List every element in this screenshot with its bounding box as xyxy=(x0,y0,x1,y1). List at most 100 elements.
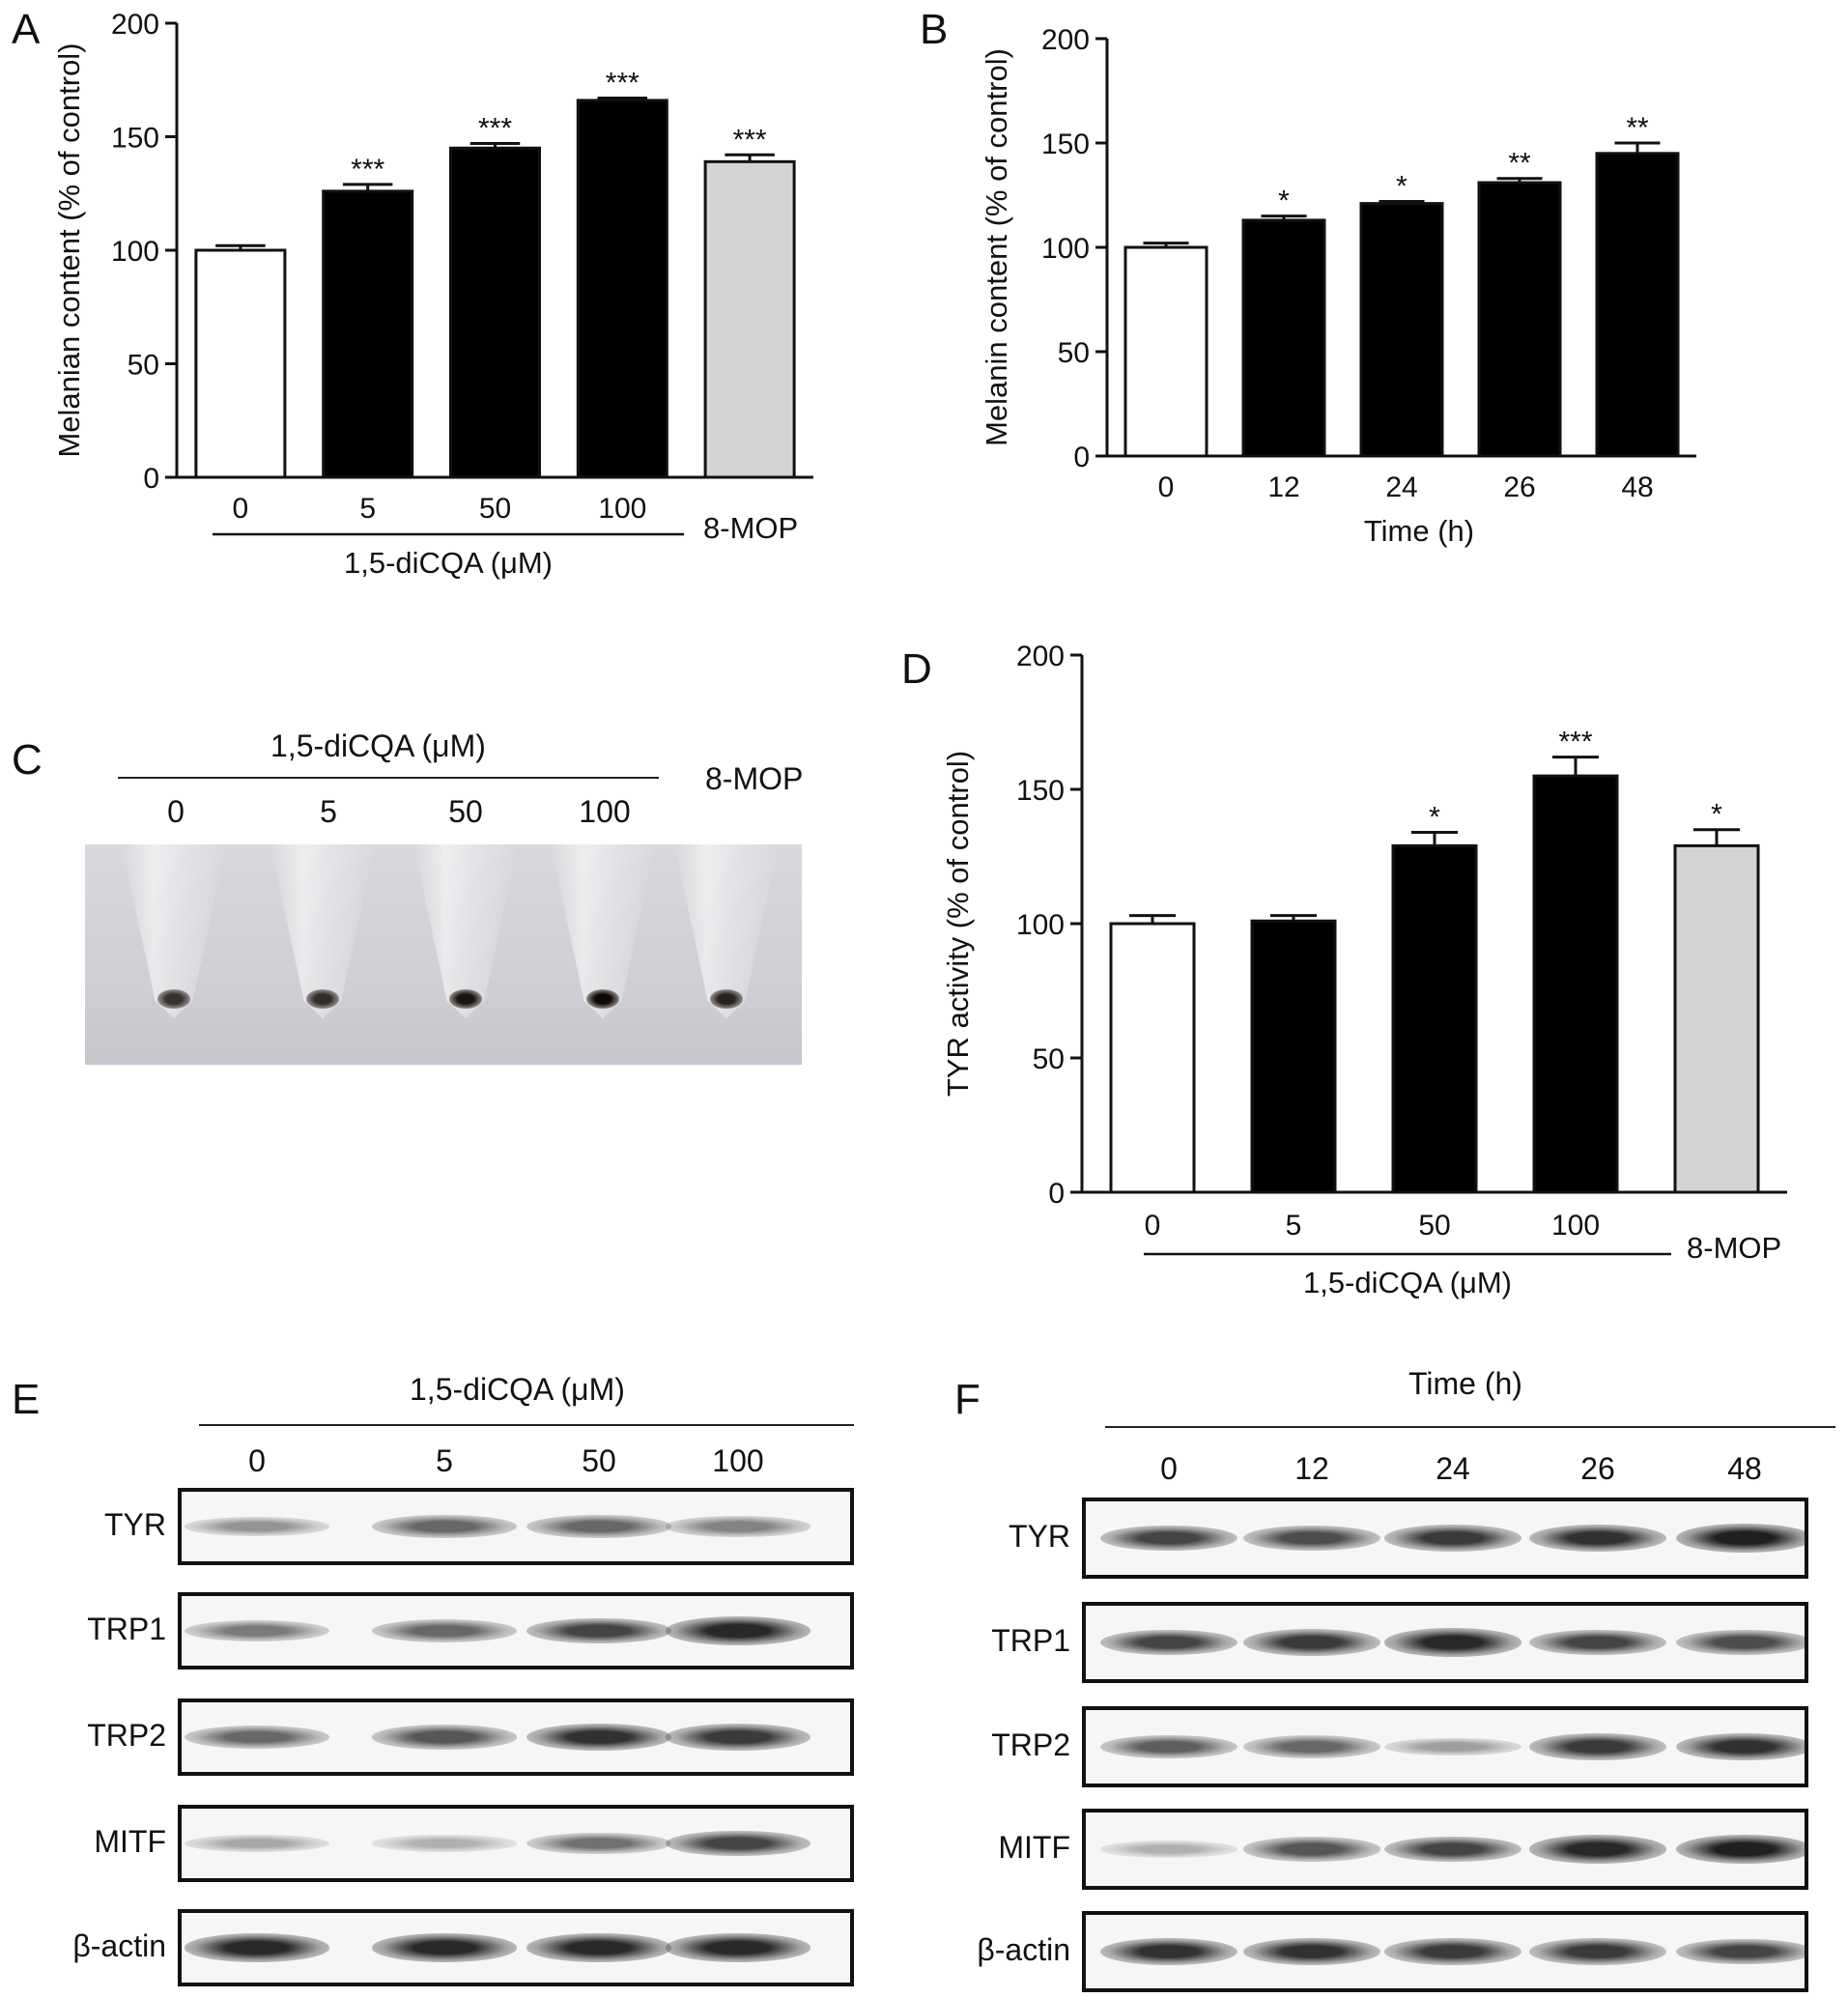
x-tick-label: 0 xyxy=(233,493,249,525)
significance-marker: *** xyxy=(1558,727,1592,758)
x-axis-label: 1,5-diCQA (μM) xyxy=(344,546,553,580)
bar-0 xyxy=(1109,922,1196,1194)
blot-row-label: TRP2 xyxy=(991,1727,1070,1762)
x-tick-label: 48 xyxy=(1621,471,1653,503)
protein-band xyxy=(372,1835,517,1852)
blot-strip xyxy=(178,1592,854,1670)
protein-band xyxy=(666,1933,810,1962)
y-tick-label: 0 xyxy=(1073,442,1090,473)
protein-band xyxy=(666,1724,810,1751)
bar-48 xyxy=(1595,152,1680,458)
panel-c-lane-label: 100 xyxy=(579,794,631,829)
y-tick-label: 50 xyxy=(1033,1043,1065,1075)
y-tick-label: 200 xyxy=(1016,641,1065,672)
blot-row-label: TYR xyxy=(1009,1519,1070,1554)
y-tick-label: 100 xyxy=(1016,909,1065,941)
protein-band xyxy=(1243,1837,1380,1862)
cell-pellet xyxy=(710,989,743,1009)
blot-f-bracket xyxy=(1105,1426,1835,1428)
protein-band xyxy=(372,1725,517,1750)
cell-pellet xyxy=(157,989,190,1009)
blot-strip xyxy=(178,1805,854,1882)
protein-band xyxy=(1384,1836,1521,1863)
blot-row-label: β-actin xyxy=(977,1932,1070,1967)
blot-e-bracket xyxy=(199,1424,854,1426)
significance-marker: * xyxy=(1396,170,1407,202)
blot-row-label: TRP2 xyxy=(87,1718,166,1753)
protein-band xyxy=(526,1617,671,1644)
protein-band xyxy=(1384,1938,1521,1965)
lane-label: 12 xyxy=(1294,1451,1329,1486)
panel-label-d: D xyxy=(901,645,932,693)
panel-c-lane-labels: 0 5 50 100 xyxy=(0,794,869,833)
panel-label-c: C xyxy=(12,736,43,784)
y-tick-label: 150 xyxy=(1016,775,1065,807)
blot-strip xyxy=(1082,1706,1808,1787)
protein-band xyxy=(666,1830,810,1857)
protein-band xyxy=(1384,1525,1521,1552)
significance-marker: *** xyxy=(478,113,512,145)
lane-label: 24 xyxy=(1436,1451,1470,1486)
x-tick-label: 26 xyxy=(1503,471,1535,503)
y-axis-label: Melanin content (% of control) xyxy=(980,48,1013,446)
panel-e-western-blot: 1,5-diCQA (μM) 0 5 50 100 TYR TRP1 TRP2 MITF β-a… xyxy=(0,1362,869,1990)
x-tick-label: 5 xyxy=(359,493,376,525)
protein-band xyxy=(1676,1630,1805,1655)
protein-band xyxy=(1676,1938,1805,1965)
panel-c-lane-label: 5 xyxy=(320,794,337,829)
protein-band xyxy=(185,1835,329,1852)
lane-label: 50 xyxy=(582,1443,616,1478)
significance-marker: ** xyxy=(1508,148,1531,180)
blot-row-label: β-actin xyxy=(72,1928,166,1963)
protein-band xyxy=(1100,1841,1237,1858)
cell-pellet xyxy=(306,989,339,1009)
protein-band xyxy=(1529,1524,1666,1553)
protein-band xyxy=(185,1517,329,1536)
x-tick-label: 100 xyxy=(1551,1210,1600,1242)
protein-band xyxy=(526,1515,671,1538)
lane-labels: 0 12 24 26 48 xyxy=(927,1451,1848,1490)
panel-c-bracket xyxy=(118,777,659,779)
bar-8-MOP xyxy=(1673,843,1760,1194)
bar-5 xyxy=(322,189,414,479)
panel-c-title: 1,5-diCQA (μM) xyxy=(270,728,486,763)
protein-band xyxy=(666,1616,810,1645)
x-tick-label: 24 xyxy=(1385,471,1417,503)
lane-label: 5 xyxy=(436,1443,453,1478)
protein-band xyxy=(1529,1835,1666,1864)
protein-band xyxy=(1243,1735,1380,1758)
chart-d-tyr-activity: 0 50 100 150 200 TYR activity (% of control) 0… xyxy=(941,641,1787,1299)
significance-marker: *** xyxy=(606,68,640,100)
bar-50 xyxy=(1391,843,1478,1194)
protein-band xyxy=(526,1933,671,1962)
blot-f-title: Time (h) xyxy=(1408,1366,1522,1401)
protein-band xyxy=(372,1619,517,1642)
blot-row-label: MITF xyxy=(998,1830,1070,1865)
bar-100 xyxy=(576,99,668,479)
bar-8-MOP xyxy=(703,159,796,479)
panel-c-lane-label: 0 xyxy=(167,794,185,829)
cell-pellet xyxy=(449,989,482,1009)
blot-row-label: TRP1 xyxy=(991,1623,1070,1658)
protein-band xyxy=(372,1933,517,1962)
x-tick-label: 0 xyxy=(1145,1210,1161,1242)
bar-12 xyxy=(1241,218,1326,458)
x-axis-label: Time (h) xyxy=(1364,514,1474,548)
y-tick-label: 200 xyxy=(1041,24,1090,56)
blot-row-label: TRP1 xyxy=(87,1612,166,1646)
protein-band xyxy=(1100,1734,1237,1759)
bar-0 xyxy=(194,248,287,479)
lane-label: 26 xyxy=(1580,1451,1615,1486)
lane-labels: 0 5 50 100 xyxy=(0,1443,869,1482)
significance-marker: ** xyxy=(1626,112,1649,144)
lane-label: 48 xyxy=(1727,1451,1762,1486)
y-tick-label: 0 xyxy=(1048,1178,1065,1210)
protein-band xyxy=(526,1832,671,1855)
panel-c-lane-label: 50 xyxy=(448,794,483,829)
x-tick-label: 5 xyxy=(1286,1210,1302,1242)
panel-label-a: A xyxy=(12,6,41,53)
protein-band xyxy=(1243,1629,1380,1656)
blot-strip xyxy=(1082,1498,1808,1579)
y-tick-label: 100 xyxy=(1041,233,1090,265)
